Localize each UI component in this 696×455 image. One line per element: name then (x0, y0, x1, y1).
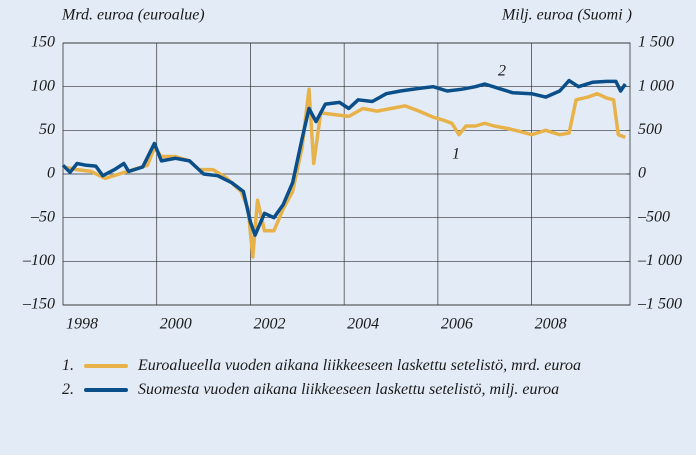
y-tick-label: –150 (22, 296, 55, 313)
y-tick-label: –50 (30, 208, 55, 225)
chart-svg: Mrd. euroa (euroalue) Milj. euroa (Suomi… (22, 7, 682, 333)
legend-label: Suomesta vuoden aikana liikkeeseen laske… (138, 381, 560, 398)
y-tick-label: 100 (31, 77, 55, 94)
legend-swatch (84, 364, 128, 368)
y2-tick-label: –1 000 (637, 252, 682, 269)
series-line (62, 87, 626, 259)
y2-tick-label: –1 500 (637, 296, 682, 313)
legend: 1. Euroalueella vuoden aikana liikkeeseen… (62, 355, 618, 403)
y2-axis-label: Milj. euroa (Suomi ) (501, 7, 632, 24)
y-tick-label: 50 (39, 121, 55, 138)
x-tick-label: 2002 (253, 316, 285, 333)
legend-item: 1. Euroalueella vuoden aikana liikkeeseen… (62, 355, 618, 377)
y-axis-label: Mrd. euroa (euroalue) (61, 7, 205, 24)
legend-swatch (84, 388, 128, 392)
legend-number: 1. (62, 357, 74, 374)
series-line (61, 78, 627, 237)
plot-frame (62, 42, 631, 306)
y2-tick-label: 1 500 (638, 34, 674, 51)
x-tick-label: 2006 (441, 316, 473, 333)
y-tick-label: 150 (31, 34, 55, 51)
x-tick-label: 2000 (160, 316, 192, 333)
y2-tick-label: 1 000 (638, 77, 674, 94)
y2-tick-label: –500 (637, 208, 670, 225)
y2-tick-label: 500 (638, 121, 662, 138)
legend-item: 2. Suomesta vuoden aikana liikkeeseen las… (62, 379, 618, 401)
legend-label: Euroalueella vuoden aikana liikkeeseen l… (138, 357, 581, 374)
x-tick-label: 2008 (535, 316, 567, 333)
x-tick-label: 2004 (347, 316, 379, 333)
x-tick-label: 1998 (66, 316, 98, 333)
annotation: 2 (498, 63, 506, 80)
legend-number: 2. (62, 381, 74, 398)
y2-tick-label: 0 (638, 165, 646, 182)
y-tick-label: –100 (22, 252, 55, 269)
annotation: 1 (452, 146, 460, 163)
y-tick-label: 0 (47, 165, 55, 182)
